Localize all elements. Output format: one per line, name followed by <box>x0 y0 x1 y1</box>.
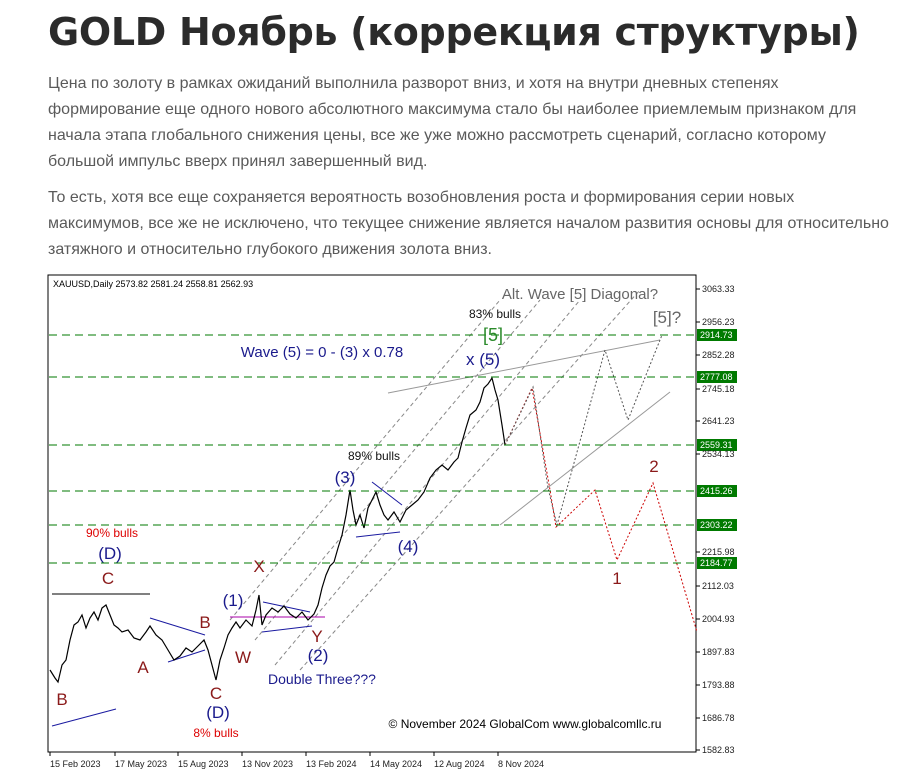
wave-annotation: 83% bulls <box>469 307 521 321</box>
chart-header: XAUUSD,Daily 2573.82 2581.24 2558.81 256… <box>53 279 253 289</box>
wave-annotation: 90% bulls <box>86 526 138 540</box>
paragraph: То есть, хотя все еще сохраняется вероят… <box>48 189 889 258</box>
wave-annotation: (4) <box>398 537 419 556</box>
price-line <box>49 376 506 684</box>
level-tag <box>697 519 737 531</box>
paragraph: Цена по золоту в рамках ожиданий выполни… <box>48 75 857 170</box>
wave-annotation: C <box>210 684 222 703</box>
copyright: © November 2024 GlobalCom www.globalcoml… <box>389 717 662 731</box>
price-label: 2852.28 <box>702 350 735 360</box>
level-tag <box>697 329 737 341</box>
wave-annotation: [5]? <box>653 308 681 327</box>
level-label: 2303.22 <box>700 520 733 530</box>
channel-lines <box>229 289 641 671</box>
date-label: 8 Nov 2024 <box>498 759 544 769</box>
date-label: 14 May 2024 <box>370 759 422 769</box>
level-tag <box>697 439 737 451</box>
price-label: 2956.23 <box>702 317 735 327</box>
wave-annotation: A <box>137 658 149 677</box>
wave-annotation: Alt. Wave [5] Diagonal? <box>502 286 658 303</box>
wave-annotation: B <box>56 690 67 709</box>
wave-annotation: (D) <box>206 703 230 722</box>
wave-annotation: Wave (5) = 0 - (3) x 0.78 <box>241 344 403 361</box>
wave-annotation: (3) <box>335 468 356 487</box>
date-label: 13 Nov 2023 <box>242 759 293 769</box>
wave-annotation: X <box>253 557 264 576</box>
wave-annotation: 1 <box>612 569 621 588</box>
level-label: 2914.73 <box>700 330 733 340</box>
level-tag <box>697 371 737 383</box>
price-label: 2004.93 <box>702 614 735 624</box>
price-label: 3063.33 <box>702 284 735 294</box>
wave-annotation: Double Three??? <box>268 671 376 687</box>
wave-annotation: C <box>102 569 114 588</box>
wave-annotation: 2 <box>649 457 658 476</box>
wave-annotation: [5] <box>483 325 503 345</box>
trend-lines <box>51 339 671 727</box>
price-label: 2534.13 <box>702 449 735 459</box>
wave-annotation: x (5) <box>466 350 500 369</box>
level-label: 2777.08 <box>700 372 733 382</box>
price-label: 2745.18 <box>702 384 735 394</box>
price-label: 1686.78 <box>702 713 735 723</box>
date-label: 12 Aug 2024 <box>434 759 485 769</box>
wave-annotation: Y <box>311 627 322 646</box>
wave-annotation: 8% bulls <box>193 726 238 740</box>
date-label: 15 Aug 2023 <box>178 759 229 769</box>
price-label: 2641.23 <box>702 416 735 426</box>
wave-annotation: B <box>199 613 210 632</box>
price-label: 1582.83 <box>702 745 735 755</box>
date-label: 13 Feb 2024 <box>306 759 357 769</box>
wave-annotation: 89% bulls <box>348 449 400 463</box>
level-tag <box>697 557 737 569</box>
price-label: 1793.88 <box>702 680 735 690</box>
level-tag <box>697 485 737 497</box>
date-label: 15 Feb 2023 <box>50 759 101 769</box>
wave-annotation: (1) <box>223 591 244 610</box>
date-label: 17 May 2023 <box>115 759 167 769</box>
price-label: 2215.98 <box>702 547 735 557</box>
level-label: 2415.26 <box>700 486 733 496</box>
article-title: GOLD Ноябрь (коррекция структуры) <box>48 10 860 54</box>
price-label: 1897.83 <box>702 647 735 657</box>
level-label: 2184.77 <box>700 558 733 568</box>
wave-annotation: (D) <box>98 544 122 563</box>
forecast-path <box>504 386 698 633</box>
price-label: 2112.03 <box>702 581 734 591</box>
wave-annotation: (2) <box>308 646 329 665</box>
wave-annotation: W <box>235 648 251 667</box>
level-label: 2559.31 <box>700 440 733 450</box>
